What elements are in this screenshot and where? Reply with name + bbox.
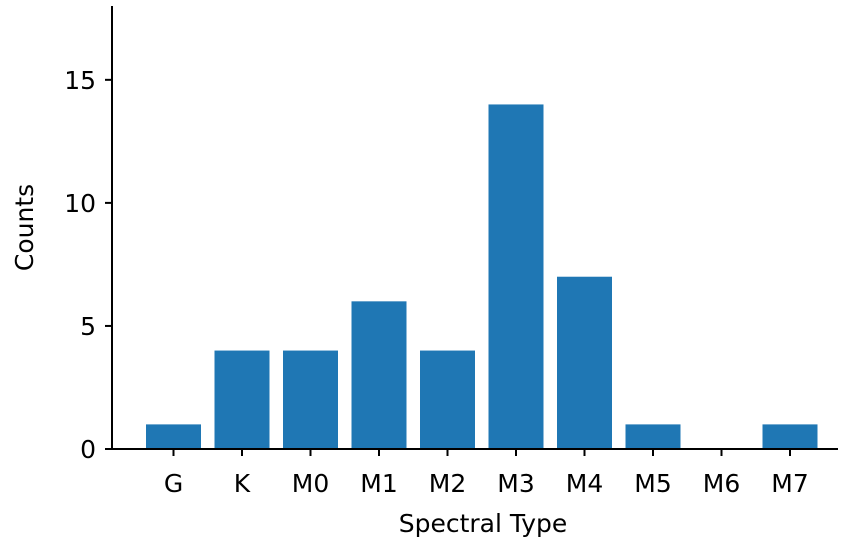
x-axis-ticks: G K M0 M1 M2 M3 M4 M5 M6 M7 [164,449,809,498]
y-axis-ticks: 0 5 10 15 [64,66,112,464]
bar-k [214,350,270,449]
x-tick-label: M6 [703,469,740,498]
x-tick-label: M1 [360,469,397,498]
bar-g [146,424,201,449]
x-tick-label: M0 [292,469,329,498]
bar-m0 [283,350,338,449]
y-tick-label: 10 [64,189,96,218]
x-tick-label: M5 [634,469,671,498]
x-tick-label: G [164,469,183,498]
x-tick-label: M4 [566,469,603,498]
y-tick-label: 0 [80,435,96,464]
bar-m2 [420,350,475,449]
x-tick-label: M7 [771,469,808,498]
y-axis-label: Counts [10,184,39,271]
x-tick-label: M2 [429,469,466,498]
bar-m1 [351,301,407,449]
bar-m7 [762,424,818,449]
bar-m4 [557,276,612,449]
bar-m5 [625,424,681,449]
x-axis-label: Spectral Type [399,509,568,538]
bar-m3 [488,104,544,449]
x-tick-label: K [234,469,251,498]
x-tick-label: M3 [497,469,534,498]
y-tick-label: 5 [80,312,96,341]
bars-group [146,104,818,449]
y-tick-label: 15 [64,66,96,95]
